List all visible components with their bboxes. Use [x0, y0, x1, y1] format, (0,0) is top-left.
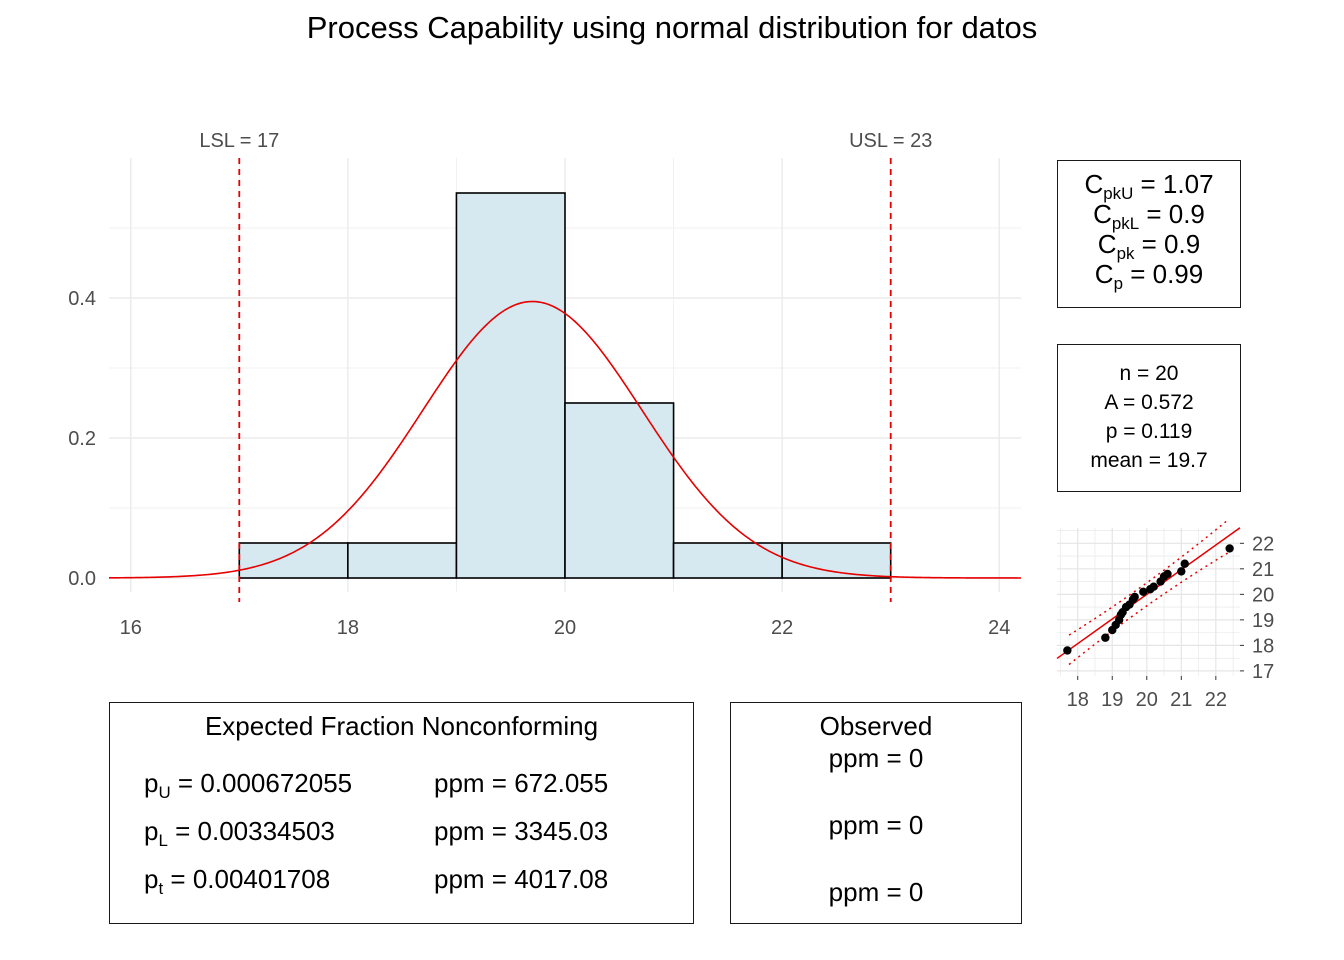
cp-row: Cp = 0.99 [1058, 259, 1240, 292]
pu-sub: U [158, 782, 171, 802]
cpku-sub: pkU [1103, 183, 1134, 203]
pl-label: p [144, 816, 159, 846]
observed-ppm-3: ppm = 0 [828, 877, 924, 907]
observed-box: Observed ppm = 0 ppm = 0 ppm = 0 [730, 702, 1022, 924]
cpk-sub: pk [1116, 243, 1135, 263]
lsl-label: LSL = 17 [199, 130, 279, 152]
pu-row: pU = 0.000672055 [144, 768, 353, 802]
y-tick-label: 0.0 [68, 568, 96, 590]
observed-title: Observed [819, 711, 933, 741]
histogram-bar [238, 542, 349, 579]
x-tick-label: 20 [554, 617, 576, 639]
cpku-row: CpkU = 1.07 [1058, 169, 1240, 202]
cpku-label: C [1084, 169, 1104, 199]
pu-label: p [144, 768, 159, 798]
capability-indices-box: CpkU = 1.07 CpkL = 0.9 Cpk = 0.9 Cp = 0.… [1057, 160, 1241, 308]
stat-mean: mean = 19.7 [1090, 449, 1208, 472]
histogram-bar [781, 542, 892, 579]
stat-a: A = 0.572 [1104, 391, 1194, 414]
histogram-bar [347, 542, 458, 579]
pu-value: = 0.000672055 [177, 768, 353, 798]
pt-value: = 0.00401708 [170, 864, 331, 894]
histogram-bar [455, 192, 566, 579]
cp-value: = 0.99 [1130, 259, 1204, 289]
histogram-bars [238, 192, 892, 579]
cpkl-value: = 0.9 [1146, 199, 1205, 229]
pl-row: pL = 0.00334503 [144, 816, 335, 850]
normal-curve-group [108, 300, 1021, 579]
observed-ppm-2: ppm = 0 [828, 810, 924, 840]
cpk-value: = 0.9 [1141, 229, 1201, 259]
x-tick-label: 16 [120, 617, 142, 639]
ppm-l: ppm = 3345.03 [434, 816, 609, 846]
y-tick-label: 0.4 [68, 288, 96, 310]
x-tick-label: 18 [337, 617, 359, 639]
usl-label: USL = 23 [849, 130, 932, 152]
expected-nonconforming-box: Expected Fraction Nonconforming pU = 0.0… [109, 702, 694, 924]
x-tick-label: 22 [771, 617, 793, 639]
ppm-t: ppm = 4017.08 [434, 864, 609, 894]
pl-sub: L [158, 830, 168, 850]
stat-n: n = 20 [1119, 362, 1179, 385]
cpkl-sub: pkL [1111, 213, 1140, 233]
cpkl-row: CpkL = 0.9 [1058, 199, 1240, 232]
main-axes: 16 18 20 22 24 0.0 0.2 0.4 [68, 288, 1010, 639]
cpkl-label: C [1093, 199, 1112, 229]
y-tick-label: 0.2 [68, 428, 96, 450]
pt-sub: t [158, 878, 164, 898]
cp-sub: p [1113, 273, 1123, 293]
stat-p: p = 0.119 [1105, 420, 1193, 443]
histogram-bar [564, 402, 675, 579]
expected-title: Expected Fraction Nonconforming [204, 711, 599, 741]
pt-row: pt = 0.00401708 [144, 864, 331, 898]
cpku-value: = 1.07 [1140, 169, 1214, 199]
pl-value: = 0.00334503 [175, 816, 335, 846]
observed-ppm-1: ppm = 0 [828, 743, 924, 773]
histogram-bar [672, 542, 783, 579]
cp-label: C [1094, 259, 1114, 289]
cpk-label: C [1097, 229, 1117, 259]
spec-limits: LSL = 17 USL = 23 [199, 130, 932, 602]
ppm-u: ppm = 672.055 [434, 768, 609, 798]
normal-curve [108, 300, 1021, 579]
x-tick-label: 24 [988, 617, 1010, 639]
chart-title: Process Capability using normal distribu… [306, 10, 1038, 45]
cpk-row: Cpk = 0.9 [1058, 229, 1240, 262]
summary-stats-box: n = 20 A = 0.572 p = 0.119 mean = 19.7 [1057, 344, 1241, 492]
pt-label: p [144, 864, 159, 894]
